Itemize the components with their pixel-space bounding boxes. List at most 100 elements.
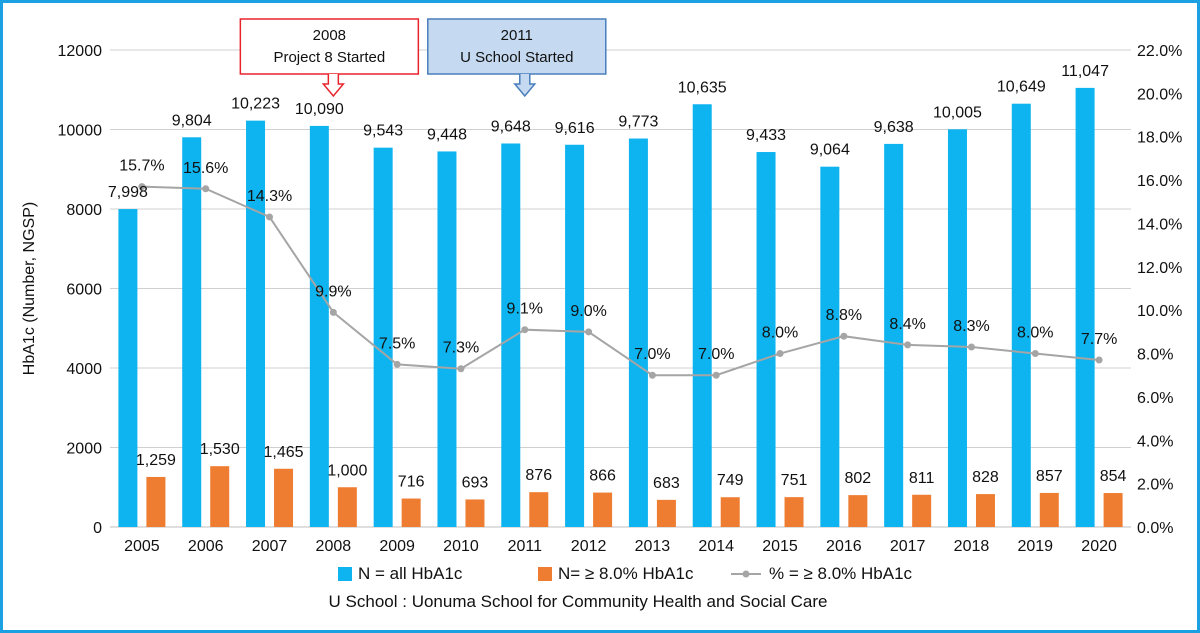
y-tick-label: 4000 (66, 361, 102, 378)
y2-tick-label: 10.0% (1137, 303, 1182, 320)
x-tick-label: 2011 (508, 538, 543, 555)
line-point (1095, 356, 1103, 364)
line-point-label: 7.7% (1081, 331, 1117, 348)
line-point (967, 343, 975, 351)
line-point-label: 14.3% (247, 188, 292, 205)
bar-all-hba1c (437, 151, 457, 527)
line-point-label: 8.0% (762, 325, 798, 342)
y-tick-label: 8000 (66, 202, 102, 219)
annotation-line2: Project 8 Started (273, 49, 385, 66)
bar-all-label: 9,648 (491, 118, 531, 135)
bar-all-label: 9,064 (810, 142, 850, 159)
bar-hba1c-ge8 (465, 499, 485, 527)
bar-all-hba1c (246, 120, 266, 528)
bar-hba1c-ge8 (210, 466, 230, 527)
annotation-line1: 2011 (501, 27, 533, 44)
bar-all-hba1c (820, 166, 840, 527)
bar-ge8-label: 1,465 (264, 444, 304, 461)
bar-all-hba1c (947, 129, 967, 527)
line-point-label: 7.3% (443, 340, 479, 357)
x-tick-label: 2009 (379, 538, 415, 555)
y2-tick-label: 2.0% (1137, 477, 1173, 494)
bar-all-label: 9,543 (363, 123, 403, 140)
y-tick-label: 2000 (66, 441, 102, 458)
line-point (457, 365, 465, 373)
legend-swatch-ge8 (538, 567, 552, 581)
bar-all-hba1c (501, 143, 521, 527)
bar-hba1c-ge8 (975, 494, 995, 527)
bar-all-hba1c (756, 152, 776, 527)
y2-tick-label: 4.0% (1137, 433, 1173, 450)
bar-all-hba1c (692, 104, 712, 527)
bar-all-hba1c (118, 209, 138, 527)
bar-all-hba1c (309, 125, 329, 528)
bar-all-hba1c (373, 147, 393, 527)
bar-hba1c-ge8 (912, 494, 932, 527)
line-point (1031, 350, 1039, 358)
line-point-label: 7.0% (698, 346, 734, 363)
line-point-label: 15.7% (119, 158, 164, 175)
y2-tick-label: 12.0% (1137, 260, 1182, 277)
bar-ge8-label: 1,000 (327, 462, 367, 479)
bar-all-label: 9,616 (555, 120, 595, 137)
bar-ge8-label: 876 (525, 467, 552, 484)
x-tick-label: 2013 (635, 538, 671, 555)
bar-all-hba1c (1011, 103, 1031, 528)
line-point (904, 341, 912, 349)
bar-ge8-label: 716 (398, 474, 425, 491)
bar-hba1c-ge8 (656, 499, 676, 527)
y-axis-title: HbA1c (Number, NGSP) (21, 202, 38, 375)
bar-hba1c-ge8 (593, 492, 613, 527)
x-tick-label: 2019 (1017, 538, 1053, 555)
bar-hba1c-ge8 (401, 498, 421, 527)
x-tick-label: 2020 (1081, 538, 1117, 555)
y2-tick-label: 8.0% (1137, 347, 1173, 364)
bar-ge8-label: 828 (972, 469, 999, 486)
bar-hba1c-ge8 (1103, 493, 1123, 527)
y-tick-label: 10000 (58, 123, 103, 140)
x-tick-label: 2012 (571, 538, 607, 555)
bar-ge8-label: 857 (1036, 468, 1063, 485)
line-point (266, 213, 274, 221)
bar-all-hba1c (182, 137, 202, 527)
line-pct-hba1c-ge8 (141, 185, 1100, 377)
legend-label-ge8: N= ≥ 8.0% HbA1c (558, 564, 694, 583)
line-point-label: 9.1% (507, 301, 543, 318)
annotation-arrow (321, 74, 345, 98)
bar-hba1c-ge8 (1039, 492, 1059, 527)
y-tick-label: 6000 (66, 282, 102, 299)
y2-tick-label: 14.0% (1137, 216, 1182, 233)
bar-all-hba1c (884, 143, 904, 527)
legend-label-pct: % = ≥ 8.0% HbA1c (769, 564, 913, 583)
x-tick-label: 2010 (443, 538, 479, 555)
annotation-line2: U School Started (460, 49, 573, 66)
line-point (840, 332, 848, 340)
bar-all-label: 9,448 (427, 126, 467, 143)
line-point-label: 9.0% (570, 303, 606, 320)
y-tick-label: 12000 (58, 43, 103, 60)
bar-ge8-label: 1,530 (200, 441, 240, 458)
line-point-label: 15.6% (183, 160, 228, 177)
y2-tick-label: 6.0% (1137, 390, 1173, 407)
bar-hba1c-ge8 (848, 495, 868, 527)
x-tick-label: 2015 (762, 538, 798, 555)
line-point-label: 7.0% (634, 346, 670, 363)
bar-hba1c-ge8 (784, 497, 804, 527)
line-point-label: 9.9% (315, 283, 351, 300)
y2-tick-label: 22.0% (1137, 43, 1182, 60)
line-point (776, 350, 784, 358)
line-point-label: 8.0% (1017, 325, 1053, 342)
y2-tick-label: 18.0% (1137, 130, 1182, 147)
bar-all-hba1c (628, 138, 648, 527)
bar-all-label: 9,773 (618, 114, 658, 131)
bar-ge8-label: 854 (1100, 468, 1127, 485)
y2-tick-label: 16.0% (1137, 173, 1182, 190)
bar-ge8-label: 1,259 (136, 452, 176, 469)
y2-tick-label: 20.0% (1137, 86, 1182, 103)
bar-hba1c-ge8 (274, 468, 294, 527)
bar-all-label: 7,998 (108, 184, 148, 201)
line-point (521, 326, 529, 334)
x-tick-label: 2006 (188, 538, 224, 555)
line-point (648, 371, 656, 379)
